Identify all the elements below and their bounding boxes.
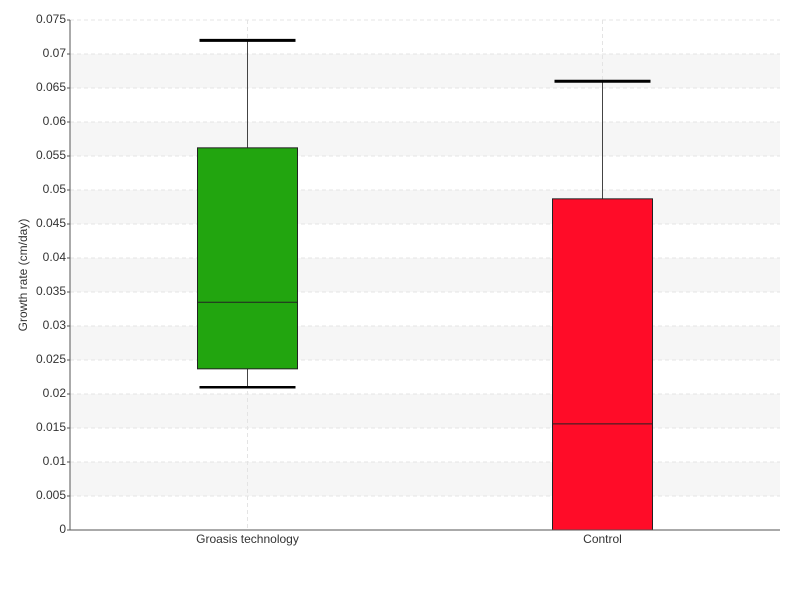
y-tick-label: 0.01 [43, 454, 67, 468]
x-tick-label: Groasis technology [196, 532, 299, 546]
y-axis-label: Growth rate (cm/day) [16, 219, 30, 332]
y-tick-label: 0.055 [36, 148, 66, 162]
y-tick-label: 0.035 [36, 284, 66, 298]
y-tick-label: 0.07 [43, 46, 67, 60]
y-tick-label: 0.075 [36, 12, 66, 26]
y-tick-label: 0.03 [43, 318, 67, 332]
grid-stripe [70, 394, 780, 428]
y-tick-label: 0.02 [43, 386, 67, 400]
y-tick-label: 0.05 [43, 182, 67, 196]
box [197, 147, 298, 370]
y-tick-label: 0.065 [36, 80, 66, 94]
y-tick-label: 0.005 [36, 488, 66, 502]
y-tick-label: 0.025 [36, 352, 66, 366]
y-tick-label: 0.04 [43, 250, 67, 264]
grid-stripe [70, 462, 780, 496]
box [552, 198, 653, 531]
x-tick-label: Control [583, 532, 622, 546]
grid-stripe [70, 122, 780, 156]
grid-stripe [70, 190, 780, 224]
y-tick-label: 0.06 [43, 114, 67, 128]
y-tick-label: 0 [59, 522, 66, 536]
grid-stripe [70, 258, 780, 292]
y-tick-label: 0.015 [36, 420, 66, 434]
grid-stripe [70, 54, 780, 88]
y-tick-label: 0.045 [36, 216, 66, 230]
grid-stripe [70, 326, 780, 360]
